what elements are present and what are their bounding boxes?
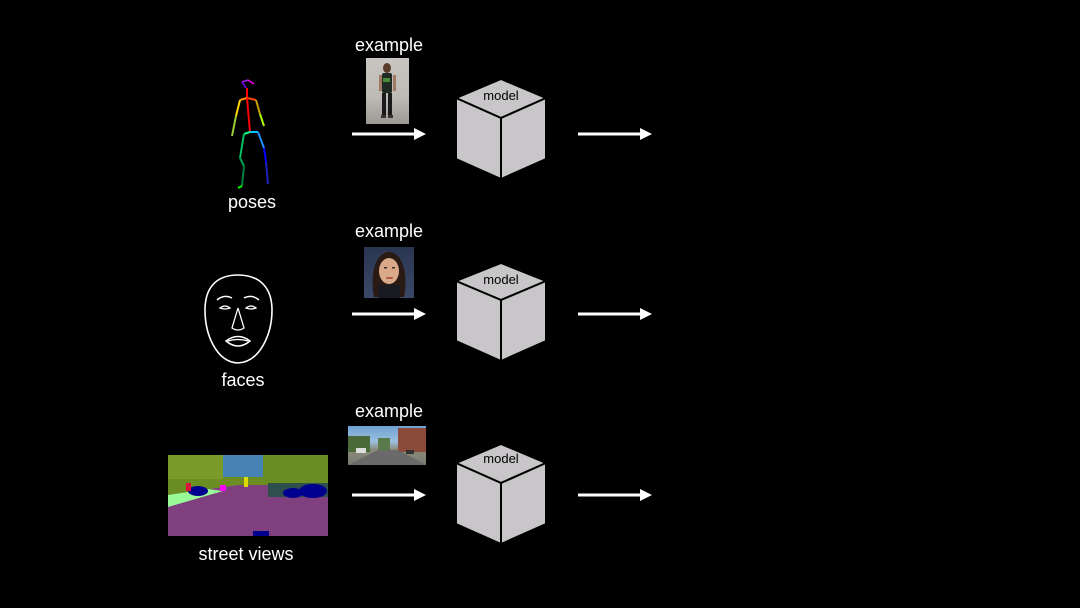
model-cube-icon	[453, 261, 549, 363]
street-photo	[348, 426, 426, 465]
arrow-to-model-faces	[352, 308, 426, 320]
arrow-from-model-faces	[578, 308, 652, 320]
example-label-poses: example	[354, 35, 424, 55]
model-label-street-views: model	[483, 451, 519, 466]
example-label-faces: example	[354, 221, 424, 241]
arrow-from-model-poses	[578, 128, 652, 140]
arrow-from-model-street-views	[578, 489, 652, 501]
stick-figure-pose-icon	[231, 79, 269, 189]
model-cube-icon	[453, 442, 549, 546]
input-label-faces: faces	[221, 370, 265, 390]
segmentation-map-icon	[168, 455, 328, 536]
arrow-to-model-poses	[352, 128, 426, 140]
model-cube-icon	[453, 77, 549, 181]
face-outline-icon	[204, 274, 273, 364]
model-label-poses: model	[483, 88, 519, 103]
example-label-street-views: example	[354, 401, 424, 421]
input-label-street-views: street views	[198, 544, 294, 564]
input-label-poses: poses	[227, 192, 277, 212]
model-label-faces: model	[483, 272, 519, 287]
arrow-to-model-street-views	[352, 489, 426, 501]
woman-face-photo	[364, 247, 414, 298]
person-standing-photo	[366, 58, 409, 124]
